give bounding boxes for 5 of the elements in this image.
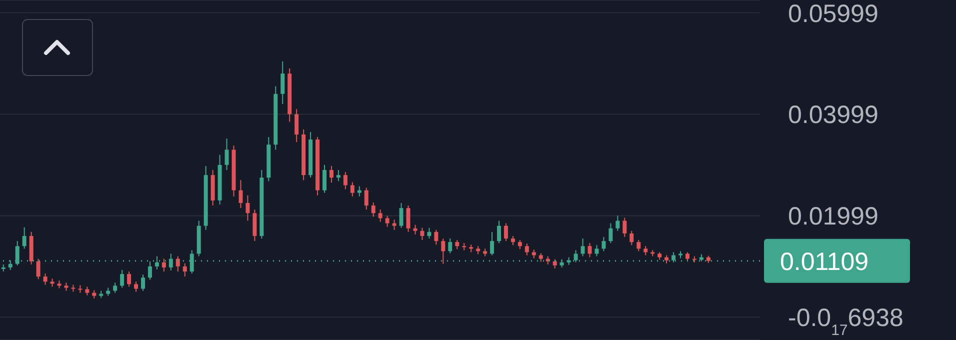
y-tick-label: 0.05999	[788, 0, 878, 28]
y-tick-label: -0.0$_{17}$6938	[788, 304, 904, 339]
ref-line-label: 0.01109	[780, 248, 869, 276]
y-tick-label: 0.01999	[788, 202, 878, 231]
y-tick-label: 0.03999	[788, 101, 878, 130]
